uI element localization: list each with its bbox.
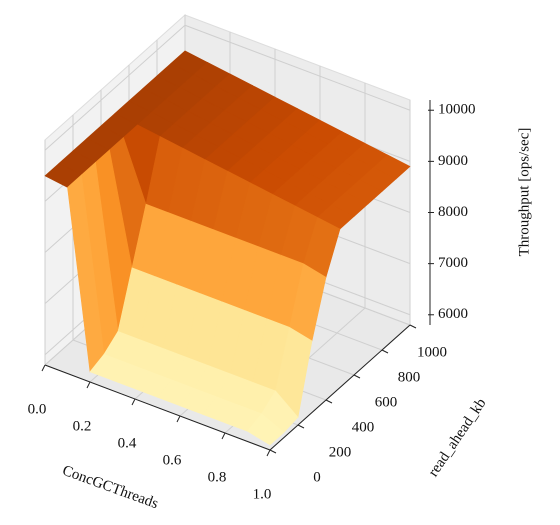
y-tick-label: 400 <box>352 419 375 435</box>
tick-mark <box>409 324 417 329</box>
z-tick-label: 6000 <box>438 306 468 322</box>
x-tick-label: 0.4 <box>118 435 137 451</box>
y-axis-label: read_ahead_kb <box>426 396 490 480</box>
tick-mark <box>325 399 333 404</box>
z-tick-label: 10000 <box>438 102 476 118</box>
tick-mark <box>176 415 181 423</box>
z-tick-label: 7000 <box>438 255 468 271</box>
z-axis-label: Throughput [ops/sec] <box>516 128 532 257</box>
z-tick-label: 9000 <box>438 153 468 169</box>
x-tick-label: 1.0 <box>253 486 272 502</box>
axis-line <box>269 324 411 451</box>
tick-mark <box>353 374 361 379</box>
tick-mark <box>131 398 136 406</box>
tick-mark <box>221 432 226 440</box>
surface-patch <box>247 413 285 446</box>
x-tick-label: 0.2 <box>73 418 92 434</box>
tick-mark <box>41 364 46 372</box>
tick-mark <box>266 449 271 457</box>
y-tick-label: 0 <box>313 469 321 485</box>
y-tick-label: 1000 <box>417 344 447 360</box>
x-tick-label: 0.6 <box>163 452 182 468</box>
grid-line <box>184 24 411 111</box>
y-tick-label: 200 <box>329 444 352 460</box>
axis-line <box>44 364 271 451</box>
z-tick-label: 8000 <box>438 204 468 220</box>
tick-mark <box>269 449 277 454</box>
tick-mark <box>297 424 305 429</box>
tick-mark <box>86 381 91 389</box>
x-tick-label: 0.0 <box>28 401 47 417</box>
y-tick-label: 800 <box>398 369 421 385</box>
x-axis-label: ConcGCThreads <box>60 463 160 513</box>
grid-line <box>44 24 186 151</box>
y-tick-label: 600 <box>375 394 398 410</box>
x-tick-label: 0.8 <box>208 469 227 485</box>
tick-mark <box>381 349 389 354</box>
